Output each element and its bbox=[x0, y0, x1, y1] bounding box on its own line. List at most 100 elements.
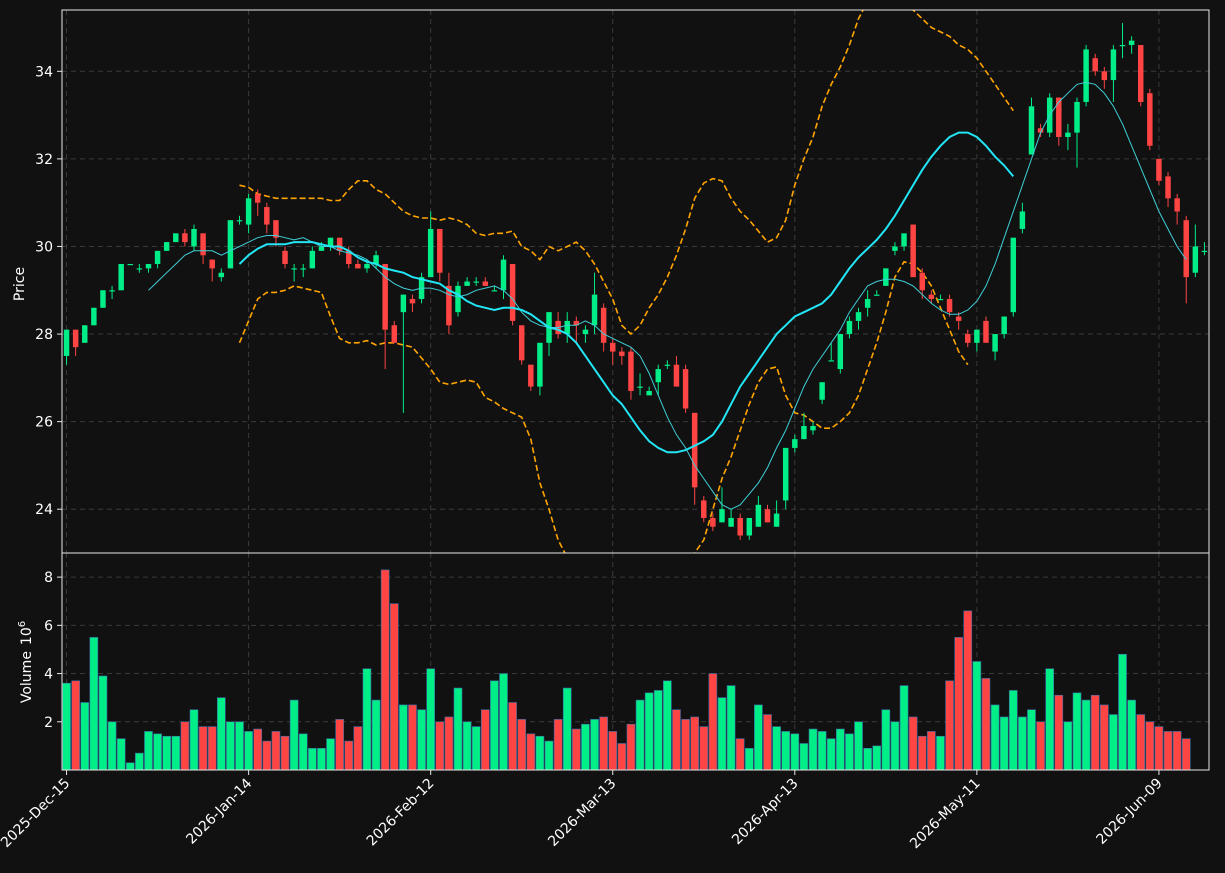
volume-bar bbox=[690, 716, 699, 771]
volume-bar bbox=[699, 726, 709, 771]
volume-bar bbox=[262, 740, 272, 771]
candle-body bbox=[537, 342, 543, 387]
volume-bar bbox=[125, 762, 135, 771]
candle-body bbox=[1065, 132, 1071, 137]
volume-bar bbox=[790, 733, 800, 771]
volume-bar bbox=[217, 697, 226, 771]
volume-bar bbox=[899, 685, 909, 771]
candle-body bbox=[864, 299, 871, 308]
candle-body bbox=[883, 268, 889, 286]
candle-body bbox=[391, 325, 397, 343]
volume-bar bbox=[1027, 709, 1036, 771]
volume-bar bbox=[972, 661, 982, 771]
volume-bar bbox=[908, 716, 918, 771]
candle-body bbox=[828, 360, 834, 362]
volume-bar bbox=[672, 709, 681, 771]
volume-axis-exponent-base: 10 bbox=[19, 627, 35, 645]
volume-bar bbox=[963, 610, 973, 771]
volume-bar bbox=[826, 738, 836, 771]
volume-bar bbox=[1136, 714, 1146, 771]
volume-bar bbox=[999, 716, 1009, 771]
price-tick-label: 26 bbox=[35, 415, 53, 431]
volume-bar bbox=[480, 709, 490, 771]
candle-body bbox=[209, 259, 215, 269]
candle-body bbox=[182, 233, 188, 243]
volume-bar bbox=[1036, 721, 1045, 771]
volume-bar bbox=[253, 728, 263, 771]
volume-bar bbox=[845, 733, 854, 771]
price-tick-label: 28 bbox=[35, 327, 53, 343]
candle-body bbox=[600, 307, 607, 343]
volume-bar bbox=[435, 721, 445, 771]
candle-body bbox=[100, 290, 106, 308]
volume-bar bbox=[207, 726, 217, 771]
volume-bar bbox=[508, 702, 517, 771]
price-axis-label: Price bbox=[12, 267, 28, 301]
candle-body bbox=[919, 272, 925, 291]
volume-bar bbox=[526, 733, 536, 771]
volume-bar bbox=[417, 709, 426, 771]
volume-bar bbox=[1081, 699, 1091, 771]
volume-bar bbox=[663, 680, 672, 771]
volume-bar bbox=[335, 719, 344, 771]
volume-bar bbox=[581, 723, 590, 771]
candle-body bbox=[191, 228, 197, 247]
candle-body bbox=[509, 263, 516, 321]
volume-bar bbox=[1054, 694, 1064, 771]
volume-bar bbox=[1118, 653, 1127, 771]
candle-body bbox=[245, 198, 252, 225]
volume-axis-exponent: 6 bbox=[17, 621, 28, 627]
volume-bar bbox=[471, 726, 481, 771]
candle-body bbox=[1110, 49, 1117, 81]
volume-bar bbox=[854, 721, 863, 771]
volume-bar bbox=[735, 738, 745, 771]
volume-bar bbox=[380, 569, 390, 771]
candle-body bbox=[1028, 106, 1035, 155]
candle-body bbox=[400, 294, 407, 313]
volume-bar bbox=[490, 680, 499, 771]
candle-body bbox=[1010, 237, 1017, 313]
volume-bar bbox=[872, 745, 882, 771]
candle-body bbox=[1201, 250, 1208, 253]
volume-bar bbox=[462, 721, 472, 771]
candle-body bbox=[136, 268, 143, 270]
candle-body bbox=[1174, 198, 1180, 212]
candle-body bbox=[992, 334, 998, 352]
candle-body bbox=[782, 447, 789, 501]
candle-body bbox=[382, 263, 388, 330]
candle-body bbox=[1074, 101, 1080, 133]
candle-body bbox=[855, 312, 862, 321]
candle-body bbox=[937, 299, 944, 301]
moving-averages bbox=[148, 81, 1187, 510]
candle-body bbox=[63, 329, 70, 356]
volume-bar bbox=[726, 685, 736, 771]
volume-bar bbox=[708, 673, 718, 771]
ma-short-line bbox=[148, 81, 1187, 510]
candle-body bbox=[564, 320, 570, 335]
candle-body bbox=[127, 263, 134, 266]
volume-bar bbox=[226, 721, 235, 771]
candle-body bbox=[500, 259, 507, 291]
price-tick-label: 24 bbox=[35, 502, 53, 518]
volume-bar bbox=[289, 699, 299, 771]
candle-body bbox=[573, 320, 580, 326]
candle-body bbox=[227, 220, 234, 269]
candle-body bbox=[446, 285, 452, 326]
candle-body bbox=[109, 290, 115, 292]
volume-bar bbox=[62, 682, 71, 771]
volume-bar bbox=[808, 728, 818, 771]
volume-bar bbox=[344, 740, 354, 771]
candle-body bbox=[318, 246, 325, 251]
candle-body bbox=[1056, 97, 1062, 137]
volume-bar bbox=[981, 678, 991, 771]
candle-body bbox=[145, 263, 152, 269]
volume-bar bbox=[572, 728, 581, 771]
candle-body bbox=[637, 386, 643, 388]
volume-tick-label: 4 bbox=[44, 667, 53, 683]
volume-bar bbox=[280, 735, 290, 771]
candle-body bbox=[974, 329, 980, 343]
volume-bar bbox=[1172, 731, 1182, 771]
volume-bar bbox=[644, 692, 654, 771]
volume-bar bbox=[590, 719, 599, 771]
